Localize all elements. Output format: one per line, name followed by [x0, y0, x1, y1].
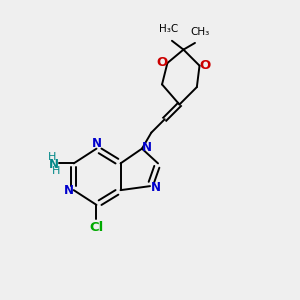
Text: N: N: [92, 137, 101, 150]
Text: O: O: [156, 56, 167, 69]
Text: H: H: [52, 166, 61, 176]
Text: H: H: [48, 152, 56, 163]
Text: H₃C: H₃C: [159, 24, 178, 34]
Text: O: O: [200, 58, 211, 72]
Text: N: N: [142, 141, 152, 154]
Text: N: N: [49, 158, 58, 171]
Text: CH₃: CH₃: [190, 27, 209, 37]
Text: Cl: Cl: [89, 221, 103, 234]
Text: N: N: [64, 184, 74, 197]
Text: N: N: [151, 181, 161, 194]
